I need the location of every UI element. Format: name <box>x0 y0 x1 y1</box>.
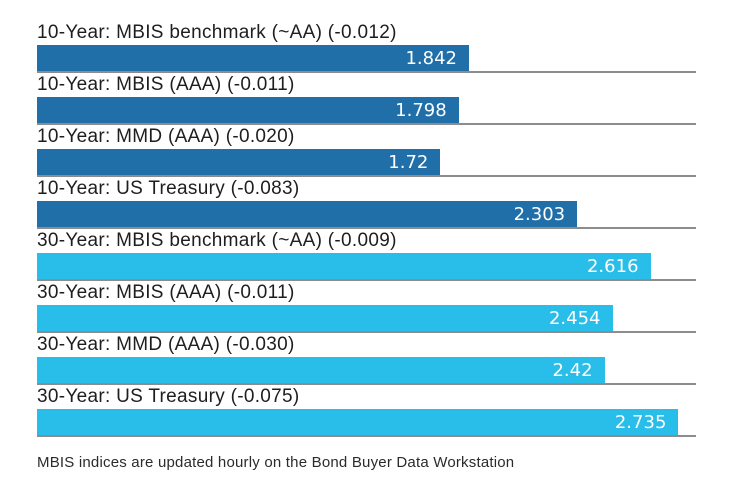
bar: 1.842 <box>37 45 469 71</box>
bar-row: 30-Year: US Treasury (-0.075) 2.735 <box>37 385 696 437</box>
chart-rows: 10-Year: MBIS benchmark (~AA) (-0.012) 1.… <box>37 21 696 437</box>
bar-track: 2.42 <box>37 357 696 385</box>
bar-label: 10-Year: MBIS benchmark (~AA) (-0.012) <box>37 22 397 43</box>
bar-row: 10-Year: MBIS benchmark (~AA) (-0.012) 1.… <box>37 21 696 73</box>
bar-value: 1.72 <box>388 151 429 173</box>
bar: 2.616 <box>37 253 651 279</box>
bar-label: 30-Year: MBIS (AAA) (-0.011) <box>37 282 295 303</box>
bar: 2.735 <box>37 409 679 435</box>
bar-value: 2.42 <box>552 359 593 381</box>
bar-row: 10-Year: MBIS (AAA) (-0.011) 1.798 <box>37 73 696 125</box>
bar-track: 2.303 <box>37 201 696 229</box>
bar-value: 2.735 <box>614 411 667 433</box>
bar-label: 30-Year: MMD (AAA) (-0.030) <box>37 334 295 355</box>
bar-label: 10-Year: US Treasury (-0.083) <box>37 178 300 199</box>
bar-value: 1.842 <box>405 47 457 69</box>
bar-track: 1.72 <box>37 149 696 177</box>
bar-row: 10-Year: MMD (AAA) (-0.020) 1.72 <box>37 125 696 177</box>
bar-row: 10-Year: US Treasury (-0.083) 2.303 <box>37 177 696 229</box>
bar: 2.303 <box>37 201 578 227</box>
bar-track: 2.454 <box>37 305 696 333</box>
bar-row: 30-Year: MMD (AAA) (-0.030) 2.42 <box>37 333 696 385</box>
bar-label: 10-Year: MMD (AAA) (-0.020) <box>37 126 295 147</box>
bar-row: 30-Year: MBIS (AAA) (-0.011) 2.454 <box>37 281 696 333</box>
bar-track: 1.842 <box>37 45 696 73</box>
bar: 1.72 <box>37 149 441 175</box>
chart-footnote: MBIS indices are updated hourly on the B… <box>37 454 515 471</box>
bar: 2.454 <box>37 305 613 331</box>
bar-value: 2.616 <box>586 255 639 277</box>
bar-value: 2.303 <box>513 203 566 225</box>
bar-value: 2.454 <box>548 307 601 329</box>
bar-track: 2.735 <box>37 409 696 437</box>
bar-value: 1.798 <box>395 99 447 121</box>
bar-label: 30-Year: MBIS benchmark (~AA) (-0.009) <box>37 230 397 251</box>
bar-track: 2.616 <box>37 253 696 281</box>
bar: 1.798 <box>37 97 459 123</box>
bar-label: 10-Year: MBIS (AAA) (-0.011) <box>37 74 295 95</box>
bar-row: 30-Year: MBIS benchmark (~AA) (-0.009) 2.… <box>37 229 696 281</box>
bar: 2.42 <box>37 357 605 383</box>
bar-label: 30-Year: US Treasury (-0.075) <box>37 386 300 407</box>
bar-track: 1.798 <box>37 97 696 125</box>
yield-bar-chart: 10-Year: MBIS benchmark (~AA) (-0.012) 1.… <box>37 21 696 471</box>
